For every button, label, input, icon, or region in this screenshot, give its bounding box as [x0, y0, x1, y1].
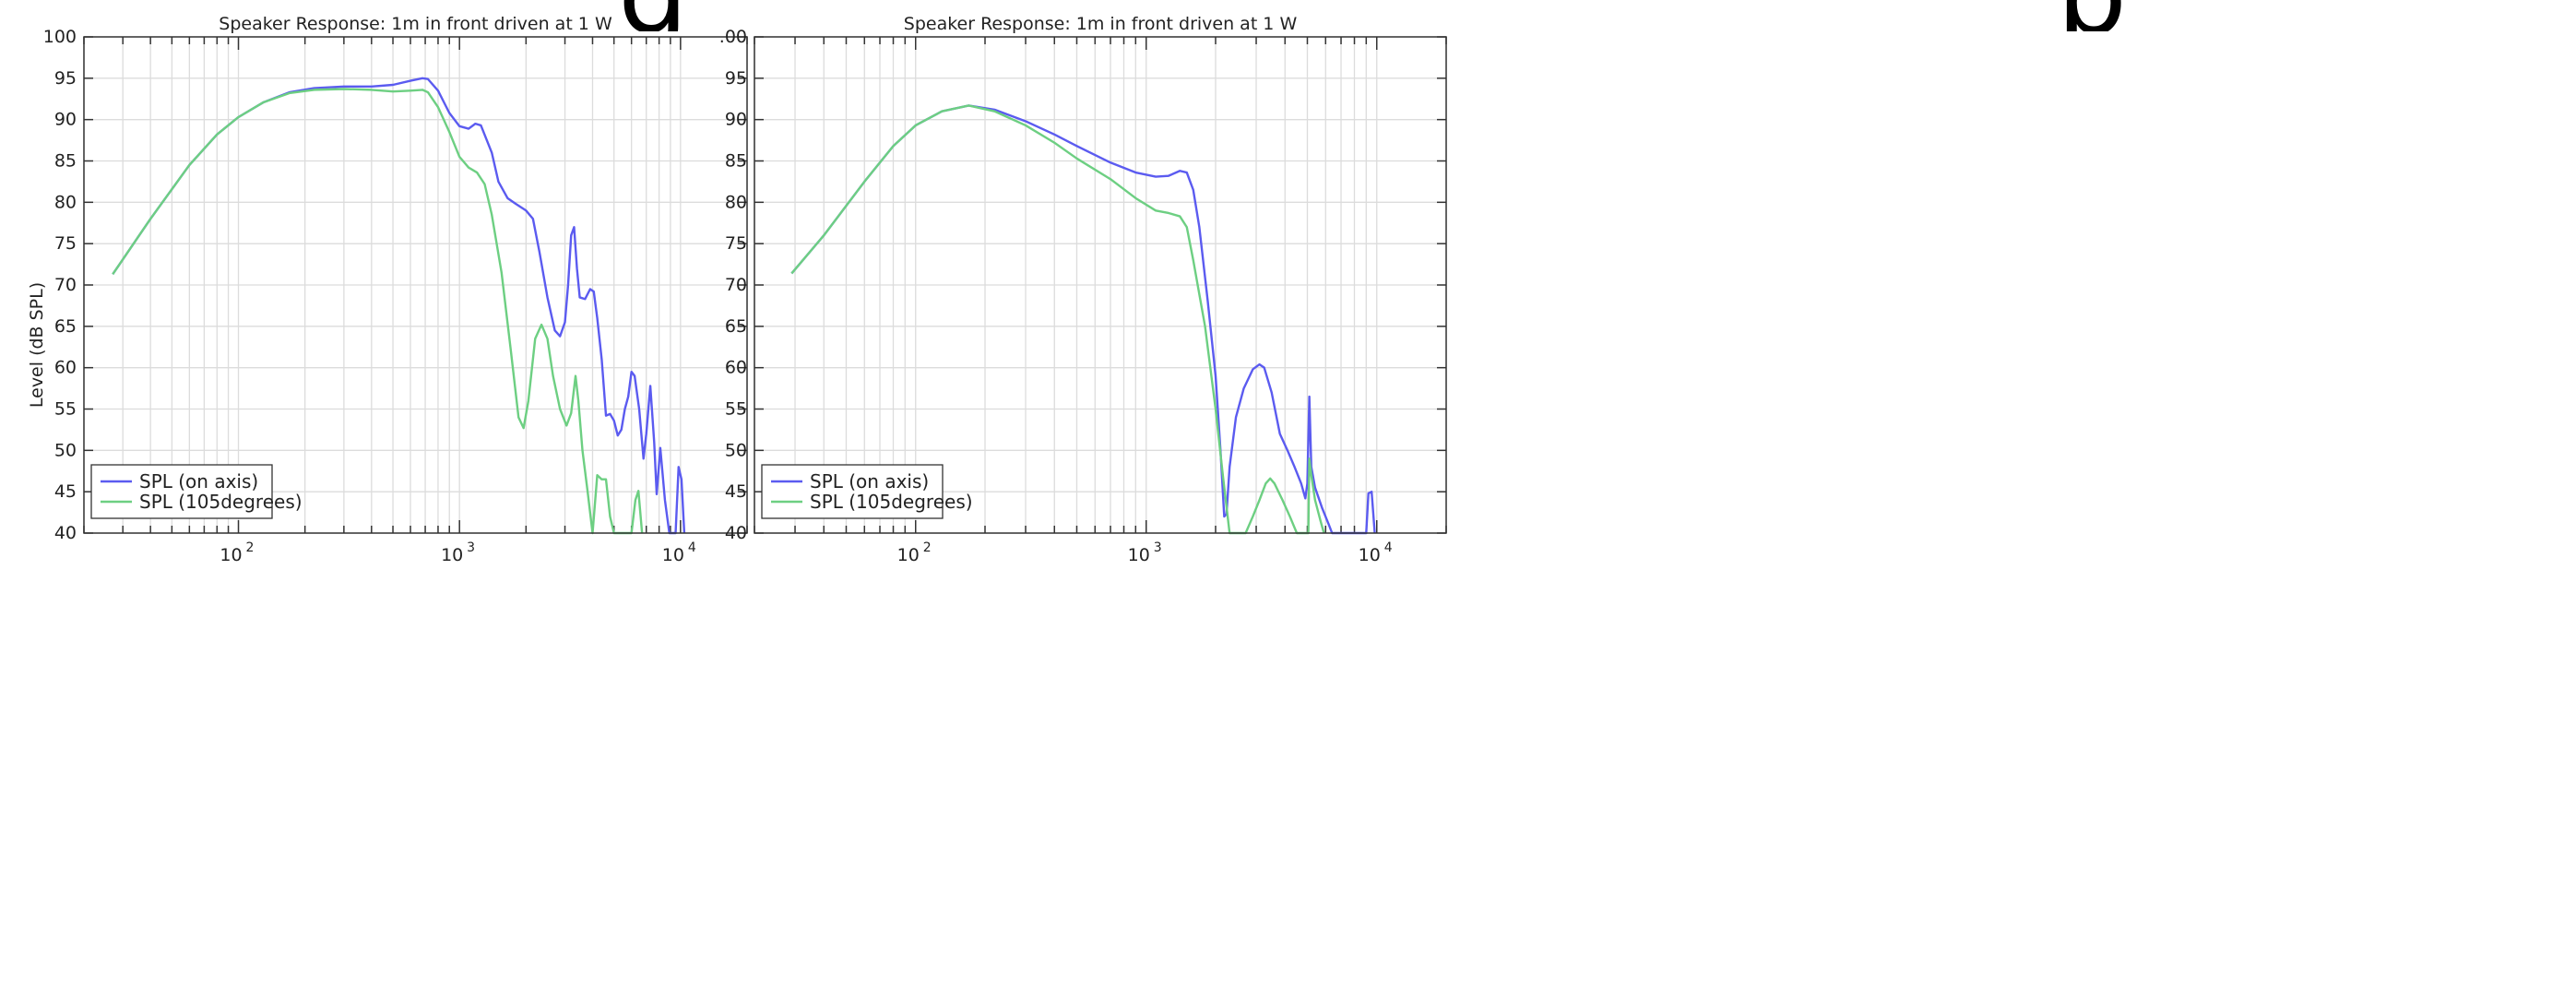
y-tick-label: 65 [54, 316, 77, 337]
y-tick-label: 75 [725, 233, 747, 254]
y-axis-title: Level (dB SPL) [27, 282, 47, 408]
grid-lines [83, 36, 748, 534]
x-tick-exponent: 4 [1384, 540, 1393, 555]
x-tick-exponent: 4 [688, 540, 696, 555]
heading-fragment-2: p [2057, 0, 2127, 60]
y-tick-label: 70 [54, 275, 77, 295]
series-on-axis-line [112, 77, 686, 535]
y-tick-label: 90 [54, 110, 77, 130]
y-tick-label: 95 [725, 68, 747, 89]
x-tick-label: 10 [662, 545, 684, 565]
x-tick-label: 10 [441, 545, 463, 565]
y-tick-label: 60 [725, 358, 747, 378]
plot-frame [754, 36, 1447, 534]
y-tick-label: .00 [719, 27, 747, 47]
y-tick-label: 40 [725, 523, 747, 543]
y-tick-label: 75 [54, 233, 77, 254]
legend-box [90, 464, 273, 519]
grid-lines [754, 36, 1447, 534]
heading-fragment-1: g [618, 0, 688, 60]
y-tick-label: 55 [54, 399, 77, 420]
y-tick-label: 60 [54, 358, 77, 378]
x-tick-label: 10 [897, 545, 920, 565]
x-tick-label: 10 [220, 545, 242, 565]
chart-left: 100 95 90 85 80 75 70 65 60 55 50 45 40 10 2 10 3 10 4 Spea… [43, 14, 748, 565]
y-tick-label: 100 [43, 27, 77, 47]
chart-title: Speaker Response: 1m in front driven at … [219, 14, 612, 34]
x-tick-exponent: 2 [246, 540, 255, 555]
y-tick-label: 90 [725, 110, 747, 130]
y-tick-label: 95 [54, 68, 77, 89]
y-tick-label: 45 [54, 481, 77, 502]
y-tick-label: 50 [54, 440, 77, 460]
legend-label-on-axis: SPL (on axis) [810, 470, 929, 492]
y-tick-label: 55 [725, 399, 747, 420]
y-tick-label: 40 [54, 523, 77, 543]
x-tick-exponent: 2 [923, 540, 932, 555]
y-tick-label: 85 [54, 151, 77, 172]
clipped-heading: g p [618, 0, 2127, 60]
legend-box [761, 464, 944, 519]
series-105deg-line [112, 88, 644, 535]
y-tick-label: 85 [725, 151, 747, 172]
legend: SPL (on axis)SPL (105degrees) [761, 464, 973, 519]
y-tick-label: 80 [725, 192, 747, 212]
y-tick-label: 70 [725, 275, 747, 295]
legend-label-105deg: SPL (105degrees) [139, 491, 303, 513]
legend-label-105deg: SPL (105degrees) [810, 491, 973, 513]
y-tick-label: 80 [54, 192, 77, 212]
y-tick-label: 50 [725, 440, 747, 460]
legend-label-on-axis: SPL (on axis) [139, 470, 258, 492]
legend: SPL (on axis)SPL (105degrees) [90, 464, 303, 519]
y-tick-label: 65 [725, 316, 747, 337]
plot-frame [83, 36, 748, 534]
x-tick-label: 10 [1359, 545, 1381, 565]
x-tick-label: 10 [1128, 545, 1150, 565]
x-tick-exponent: 3 [467, 540, 475, 555]
chart-title: Speaker Response: 1m in front driven at … [904, 14, 1298, 34]
x-tick-exponent: 3 [1154, 540, 1162, 555]
y-tick-label: 45 [725, 481, 747, 502]
